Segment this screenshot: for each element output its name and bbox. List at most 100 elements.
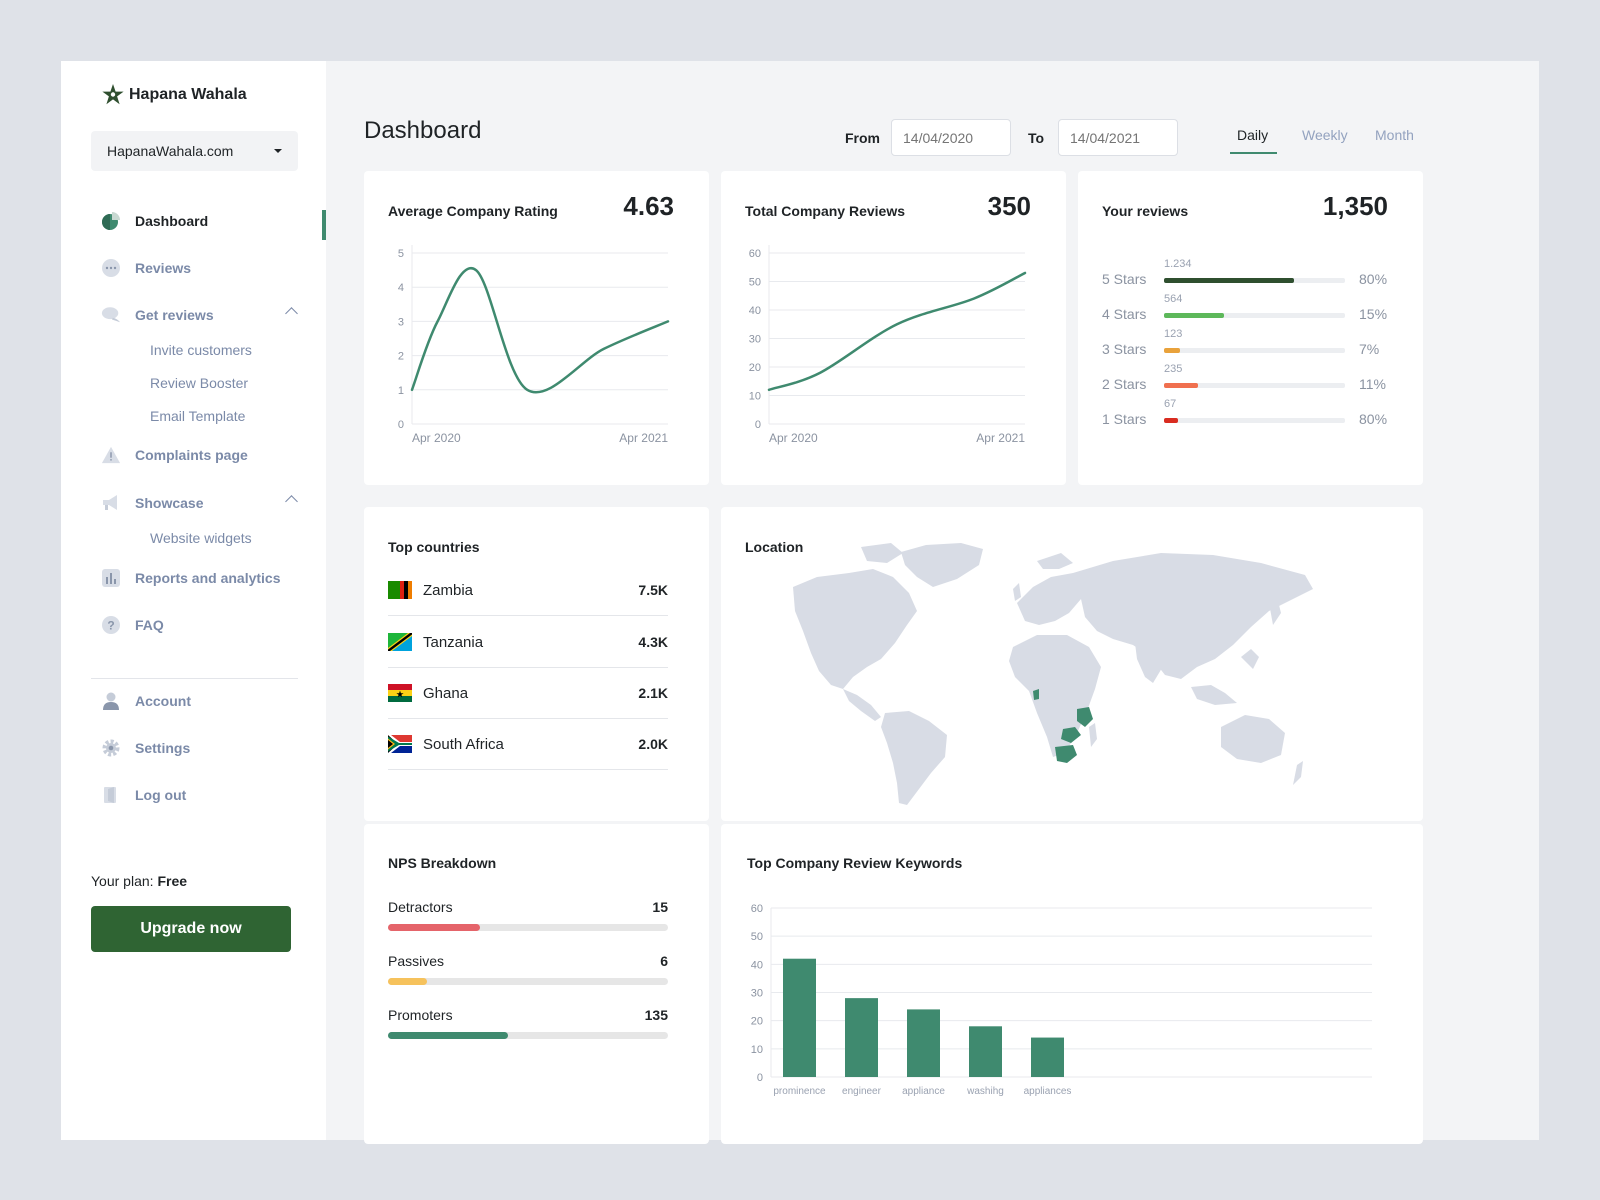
sidebar-subitem-email-template[interactable]: Email Template (150, 408, 246, 424)
nps-row-label: Detractors (388, 899, 453, 915)
card-title: NPS Breakdown (388, 855, 497, 871)
nps-row-fill (388, 924, 481, 931)
star-row-percent: 7% (1359, 341, 1380, 357)
tanzania-map-region[interactable] (1077, 707, 1093, 727)
nps-breakdown-card: NPS Breakdown Detractors 15 Passives 6 Promo… (364, 824, 709, 1144)
sidebar-item-reports-and-analytics[interactable]: Reports and analytics (101, 566, 281, 590)
sidebar-item-showcase[interactable]: Showcase (101, 491, 301, 515)
series-line (767, 271, 1027, 392)
y-tick-label: 50 (751, 931, 763, 943)
y-tick-label: 20 (751, 1016, 763, 1028)
active-tab-underline (1230, 152, 1277, 154)
country-value: 7.5K (638, 582, 668, 598)
country-row[interactable]: Zambia 7.5K (388, 565, 668, 616)
ghana-map-region[interactable] (1033, 689, 1039, 700)
brand-logo[interactable]: Hapana Wahala (101, 83, 247, 107)
sidebar-item-complaints-page[interactable]: Complaints page (101, 443, 248, 467)
to-date-input[interactable] (1058, 119, 1178, 156)
nps-row: Passives 6 (388, 953, 668, 993)
chevron-up-icon[interactable] (285, 307, 298, 320)
sidebar-item-label: Get reviews (135, 307, 214, 323)
keywords-card: Top Company Review Keywords 0 10 20 30 40 50 6… (721, 824, 1423, 1144)
sidebar-item-settings[interactable]: Settings (101, 736, 190, 760)
card-title: Top Company Review Keywords (747, 855, 963, 871)
country-name: Tanzania (423, 633, 484, 651)
card-title: Your reviews (1102, 203, 1189, 219)
sidebar-item-get-reviews[interactable]: Get reviews (101, 303, 301, 327)
keywords-bar-chart: 0 10 20 30 40 50 60 prominence engineer appliance… (751, 903, 1372, 1097)
country-name: Ghana (423, 684, 469, 702)
x-tick-label: washihg (966, 1086, 1004, 1097)
star-row-fill (1164, 313, 1224, 318)
sidebar-item-reviews[interactable]: Reviews (101, 256, 191, 280)
logout-icon (101, 785, 121, 805)
star-row-track (1164, 418, 1345, 423)
country-row[interactable]: South Africa 2.0K (388, 719, 668, 770)
average-rating-card: Average Company Rating 4.63 0 1 2 3 4 5 Apr 20… (364, 171, 709, 485)
upgrade-button[interactable]: Upgrade now (91, 906, 291, 952)
nps-row-label: Promoters (388, 1007, 453, 1023)
x-tick-label: prominence (773, 1086, 826, 1097)
country-row[interactable]: Ghana 2.1K (388, 668, 668, 719)
tab-daily[interactable]: Daily (1237, 127, 1269, 143)
sidebar-item-label: Showcase (135, 495, 204, 511)
star-row-fill (1164, 348, 1181, 353)
star-row: 5 Stars 1.234 80% (1102, 258, 1402, 289)
star-row-fill (1164, 383, 1199, 388)
sidebar-divider (91, 678, 298, 679)
speech-bubbles-icon (101, 305, 121, 325)
star-row-track (1164, 348, 1345, 353)
tab-weekly[interactable]: Weekly (1302, 127, 1348, 143)
country-value: 2.1K (638, 685, 668, 701)
nps-row: Detractors 15 (388, 899, 668, 939)
from-date-input[interactable] (891, 119, 1011, 156)
star-row-label: 4 Stars (1102, 306, 1147, 322)
zambia-map-region[interactable] (1061, 727, 1081, 743)
sidebar-subitem-website-widgets[interactable]: Website widgets (150, 530, 252, 546)
app-window: Hapana Wahala HapanaWahala.com Dashboard… (61, 61, 1539, 1144)
star-row-track (1164, 313, 1345, 318)
tab-month[interactable]: Month (1375, 127, 1414, 143)
south-africa-map-region[interactable] (1055, 745, 1077, 763)
sidebar-item-label: Complaints page (135, 447, 248, 463)
nps-row-fill (388, 1032, 509, 1039)
chevron-up-icon[interactable] (285, 495, 298, 508)
country-row[interactable]: Tanzania 4.3K (388, 617, 668, 668)
y-tick-label: 1 (398, 385, 404, 397)
sidebar-item-faq[interactable]: ? FAQ (101, 613, 164, 637)
sidebar-item-label: Reports and analytics (135, 570, 281, 586)
sidebar-item-label: Account (135, 693, 191, 709)
card-title: Top countries (388, 539, 480, 555)
series-line (410, 267, 670, 394)
y-tick-label: 3 (398, 316, 404, 328)
sidebar-subitem-invite-customers[interactable]: Invite customers (150, 342, 252, 358)
star-row-percent: 15% (1359, 306, 1388, 322)
sidebar-item-log-out[interactable]: Log out (101, 783, 186, 807)
sidebar-item-label: Log out (135, 787, 187, 803)
card-title: Location (745, 539, 804, 555)
y-tick-label: 0 (398, 419, 404, 431)
nps-row-fill (388, 978, 428, 985)
star-row-label: 5 Stars (1102, 271, 1147, 287)
bar (783, 958, 816, 1077)
card-title: Average Company Rating (388, 203, 558, 219)
sidebar-subitem-review-booster[interactable]: Review Booster (150, 375, 249, 391)
average-rating-value: 4.63 (623, 191, 674, 221)
y-tick-label: 10 (749, 391, 761, 403)
nps-row-track (388, 978, 668, 985)
world-map[interactable] (721, 507, 1423, 821)
nps-row-track (388, 924, 668, 931)
sidebar-item-account[interactable]: Account (101, 689, 191, 713)
y-tick-label: 40 (751, 959, 763, 971)
site-selector[interactable]: HapanaWahala.com (91, 131, 298, 171)
country-name: Zambia (423, 581, 474, 599)
map-highlight (1033, 689, 1093, 763)
star-row: 3 Stars 123 7% (1102, 328, 1402, 359)
x-tick-label: Apr 2020 (769, 431, 818, 445)
star-row: 4 Stars 564 15% (1102, 293, 1402, 324)
x-tick-label: engineer (842, 1086, 882, 1097)
bar-chart-icon (101, 568, 121, 588)
total-reviews-card: Total Company Reviews 350 0 10 20 30 40 50 60 A… (721, 171, 1066, 485)
sidebar-item-dashboard[interactable]: Dashboard (101, 209, 208, 233)
caret-down-icon (274, 149, 282, 153)
